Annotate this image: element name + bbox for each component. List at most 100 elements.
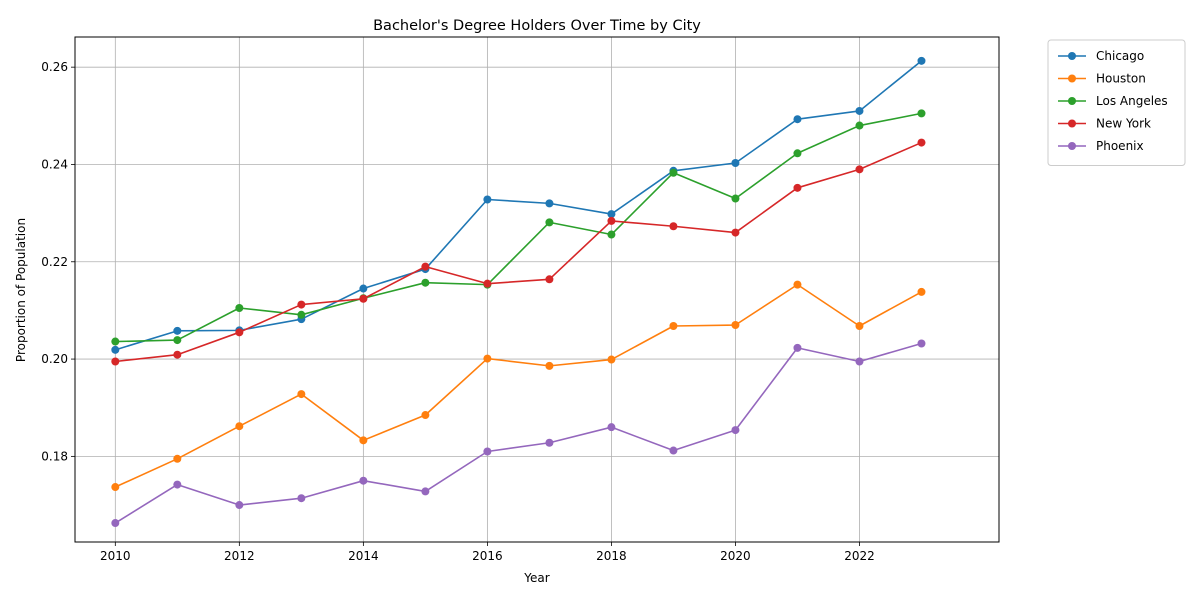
series-line [114, 283, 922, 488]
legend-marker [1068, 97, 1076, 105]
data-point [297, 310, 306, 319]
legend-label: Los Angeles [1096, 94, 1168, 108]
data-point [917, 339, 926, 348]
data-point [545, 361, 554, 370]
data-point [855, 121, 864, 130]
x-tick-label: 2014 [348, 549, 379, 563]
data-point [917, 56, 926, 65]
data-point [421, 262, 430, 271]
x-tick-label: 2016 [472, 549, 503, 563]
x-tick-label: 2012 [224, 549, 255, 563]
data-point [421, 411, 430, 420]
y-tick-label: 0.26 [41, 60, 68, 74]
legend-item: Chicago [1058, 49, 1144, 63]
data-point [111, 337, 120, 346]
legend-item: Los Angeles [1058, 94, 1168, 108]
series-line [115, 112, 922, 343]
legend-marker [1068, 119, 1076, 128]
data-point [731, 228, 740, 237]
data-point [855, 165, 864, 174]
legend-item: Phoenix [1058, 139, 1144, 153]
x-tick-label: 2018 [596, 549, 627, 563]
y-axis-label: Proportion of Population [14, 218, 28, 362]
data-point [173, 350, 182, 359]
data-point [731, 426, 740, 435]
data-point [793, 115, 802, 124]
series-layer [111, 56, 926, 528]
legend-marker [1068, 74, 1076, 83]
data-point [173, 480, 182, 489]
data-point [917, 287, 926, 296]
data-point [111, 345, 120, 354]
legend: Chicago Houston Los Angeles New York Phoenix [1047, 39, 1186, 166]
chart-title: Bachelor's Degree Holders Over Time by C… [373, 18, 701, 34]
data-point [669, 168, 678, 177]
x-tick-label: 2010 [100, 549, 131, 563]
data-point [607, 210, 616, 219]
data-point [235, 328, 244, 337]
y-tick-label: 0.22 [41, 255, 68, 269]
series-line [114, 342, 922, 524]
x-tick-label: 2022 [844, 549, 875, 563]
plot-frame [74, 36, 1000, 543]
legend-label: Phoenix [1096, 139, 1144, 153]
data-point [855, 106, 864, 115]
data-point [359, 476, 368, 485]
data-point [235, 422, 244, 431]
data-point [483, 447, 492, 456]
data-point [607, 230, 616, 239]
data-point [917, 109, 926, 118]
data-point [607, 423, 616, 432]
data-point [359, 294, 368, 303]
data-point [173, 326, 182, 335]
data-point [483, 354, 492, 363]
data-point [917, 138, 926, 147]
data-point [421, 487, 430, 496]
data-point [731, 159, 740, 168]
data-point [111, 519, 120, 528]
x-tick-label: 2020 [720, 549, 751, 563]
data-point [483, 279, 492, 288]
data-point [793, 343, 802, 352]
y-tick-label: 0.18 [41, 449, 68, 463]
series-houston [111, 280, 926, 492]
legend-item: Houston [1058, 72, 1146, 86]
data-point [545, 275, 554, 284]
x-axis: 2010 2012 2014 2016 2018 2020 2022 [100, 542, 875, 563]
data-point [669, 222, 678, 231]
data-point [793, 183, 802, 192]
data-point [855, 357, 864, 366]
data-point [235, 303, 244, 312]
data-point [235, 501, 244, 510]
data-point [669, 321, 678, 330]
data-point [607, 216, 616, 225]
y-tick-label: 0.24 [41, 157, 68, 171]
data-point [731, 194, 740, 203]
legend-item: New York [1058, 117, 1151, 131]
series-phoenix [111, 339, 926, 528]
data-point [483, 195, 492, 204]
data-point [607, 355, 616, 364]
y-tick-label: 0.20 [41, 352, 68, 366]
series-los-angeles [111, 109, 926, 346]
data-point [421, 278, 430, 287]
legend-box [1047, 39, 1186, 166]
data-point [173, 336, 182, 345]
legend-marker [1068, 52, 1076, 60]
data-point [545, 218, 554, 227]
data-point [793, 280, 802, 289]
series-line [115, 141, 922, 363]
legend-marker [1068, 142, 1076, 150]
data-point [545, 199, 554, 208]
data-point [669, 446, 678, 455]
x-axis-label: Year [523, 571, 549, 585]
data-point [297, 494, 306, 503]
data-point [359, 436, 368, 445]
legend-label: New York [1096, 117, 1151, 131]
series-new-york [111, 138, 926, 366]
data-point [855, 321, 864, 330]
data-point [111, 357, 120, 366]
legend-label: Chicago [1096, 49, 1144, 63]
